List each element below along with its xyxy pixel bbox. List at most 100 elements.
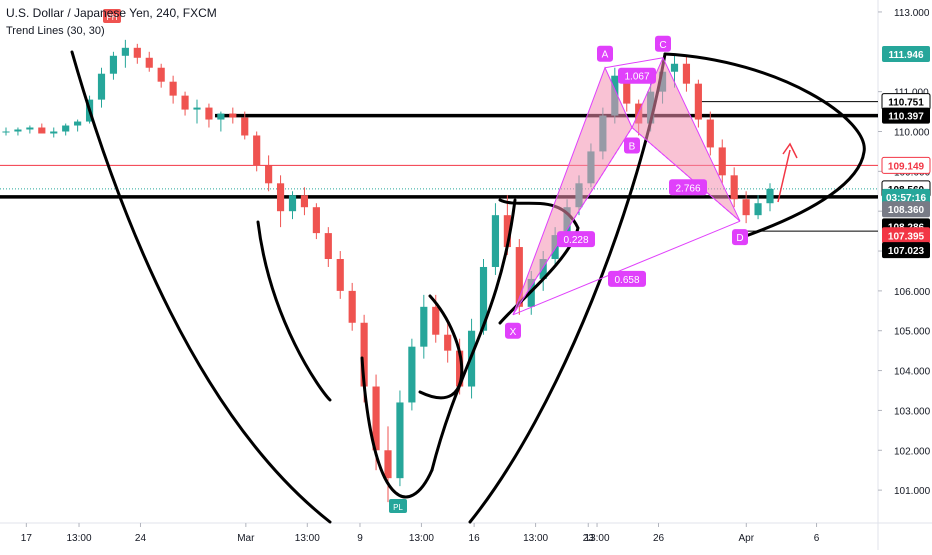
x-tick-label: Apr	[739, 533, 755, 544]
candle-body	[432, 306, 440, 335]
candle-body	[682, 63, 691, 84]
candle-body	[62, 125, 70, 132]
pivot-marker	[103, 8, 121, 23]
price-tag-label: 107.395	[888, 231, 925, 242]
candle-body	[623, 75, 631, 104]
pivot-marker-label: PL	[393, 503, 403, 512]
cup-curve-left-inner	[256, 220, 332, 402]
pattern-point-badge	[624, 137, 640, 154]
candle-body	[694, 83, 702, 120]
candle-body	[169, 81, 177, 96]
price-tag-box	[882, 107, 930, 124]
chart-title: U.S. Dollar / Japanese Yen, 240, FXCM	[6, 6, 217, 20]
candle-body	[766, 188, 774, 204]
x-tick-label: 13:00	[295, 533, 320, 544]
candle-body	[456, 350, 464, 387]
price-tag-box	[882, 201, 930, 218]
candle-body	[193, 107, 201, 110]
pattern-ratio-label: 0.658	[614, 275, 639, 286]
pattern-xb-line	[512, 127, 633, 316]
pattern-bd-line	[631, 127, 741, 222]
x-tick-label: 9	[357, 533, 363, 544]
x-tick-label: 26	[653, 533, 665, 544]
pattern-ratio-label: 0.228	[563, 235, 588, 246]
pattern-point-badge	[597, 45, 613, 62]
y-tick-label: 113.000	[894, 8, 930, 19]
candle-body	[205, 107, 213, 120]
price-tag-box	[882, 242, 930, 259]
candle-body	[97, 73, 106, 100]
cup-curve-right-inner	[430, 198, 517, 472]
price-tag-label: 109.149	[888, 161, 925, 172]
pattern-point-badge	[732, 229, 748, 246]
y-tick-label: 101.000	[894, 486, 931, 497]
cup-bottom-curve	[360, 356, 434, 499]
pattern-ratio-badge	[618, 67, 656, 84]
x-tick-label: 6	[814, 533, 820, 544]
candle-body	[503, 215, 511, 248]
y-tick-label: 103.000	[894, 406, 931, 417]
pattern-point-badge	[655, 35, 671, 52]
candle-body	[2, 131, 10, 133]
price-tag-label: 108.360	[888, 205, 925, 216]
candle-body	[515, 247, 523, 307]
candle-body	[38, 127, 46, 134]
pattern-ac-line	[604, 57, 664, 69]
projection-arrow-head	[782, 142, 798, 159]
pattern-ratio-badge	[608, 270, 646, 287]
candle-body	[26, 127, 34, 130]
pattern-point-badge	[505, 322, 521, 339]
projection-arrow	[777, 149, 791, 203]
y-tick-label: 106.000	[894, 287, 931, 298]
x-tick-label: 17	[21, 533, 33, 544]
price-tag-box	[881, 156, 931, 174]
candle-body	[742, 199, 750, 216]
candle-body	[539, 259, 547, 279]
pattern-ratio-label: 1.067	[624, 72, 649, 83]
candle-body	[706, 119, 714, 148]
cup-curve-left	[70, 50, 332, 524]
candle-body	[372, 386, 380, 451]
candle-body	[324, 233, 332, 260]
candle-body	[384, 450, 392, 479]
candle-body	[109, 55, 118, 74]
pattern-point-label: A	[602, 50, 609, 61]
price-tag-box	[882, 45, 930, 62]
candle-body	[133, 47, 141, 58]
handle-curve	[418, 294, 464, 400]
ellipse-projection	[663, 52, 866, 240]
x-tick-label: 13:00	[523, 533, 548, 544]
x-tick-label: 23	[583, 533, 595, 544]
candle-body	[157, 67, 165, 82]
candle-body	[360, 322, 368, 387]
candle-body	[479, 266, 488, 331]
y-tick-label: 110.000	[894, 127, 930, 138]
pattern-xd-line	[512, 220, 741, 316]
candle-body	[276, 183, 285, 212]
pattern-ratio-badge	[557, 231, 595, 248]
candle-body	[730, 175, 738, 200]
candle-body	[444, 334, 452, 351]
price-tag-label: 03:57:16	[886, 193, 926, 204]
candle-body	[420, 306, 428, 347]
price-tag-label: 110.397	[888, 112, 924, 123]
candle-body	[74, 121, 82, 126]
x-tick-label: 16	[469, 533, 481, 544]
pattern-point-label: B	[629, 142, 636, 153]
candle-body	[121, 47, 129, 56]
candle-body	[229, 113, 237, 118]
candle-body	[312, 207, 320, 234]
candle-body	[265, 165, 273, 184]
price-tag-label: 111.946	[888, 50, 923, 61]
x-tick-label: 13:00	[585, 533, 610, 544]
pattern-ratio-label: 2.766	[675, 183, 700, 194]
candle-body	[670, 63, 679, 72]
candle-body	[348, 290, 356, 323]
pattern-point-label: C	[659, 40, 666, 51]
candle-body	[491, 215, 500, 267]
candle-body	[754, 203, 762, 216]
y-tick-label: 104.000	[894, 367, 931, 378]
price-tag-box	[882, 188, 930, 205]
indicator-label: Trend Lines (30, 30)	[6, 25, 105, 37]
